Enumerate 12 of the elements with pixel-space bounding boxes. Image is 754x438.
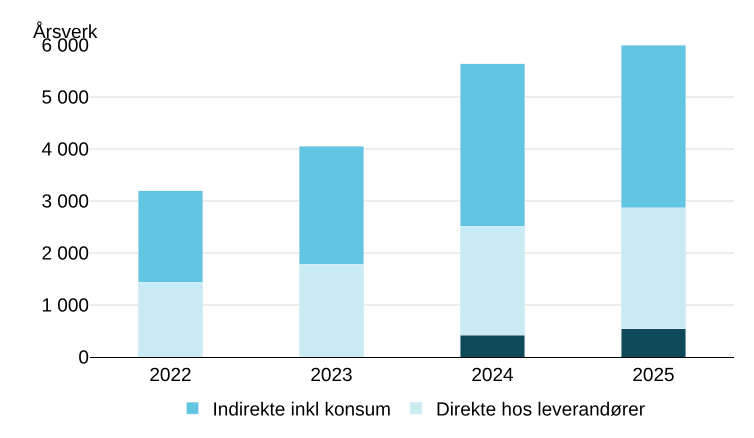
y-tick-label: 4 000 xyxy=(41,140,89,161)
x-tick-label: 2022 xyxy=(149,364,192,386)
y-tick-label: 1 000 xyxy=(41,296,89,317)
x-tick-label: 2024 xyxy=(471,364,514,386)
y-tick-label: 0 xyxy=(78,348,89,369)
y-tick-label: 2 000 xyxy=(41,244,89,265)
x-tick-label: 2025 xyxy=(632,364,675,386)
y-tick-label: 5 000 xyxy=(41,88,89,109)
legend-label: Direkte hos leverandører xyxy=(436,400,646,421)
y-tick-label: 3 000 xyxy=(41,192,89,213)
x-tick-label: 2023 xyxy=(310,364,353,386)
legend-label: Indirekte inkl konsum xyxy=(212,400,391,421)
